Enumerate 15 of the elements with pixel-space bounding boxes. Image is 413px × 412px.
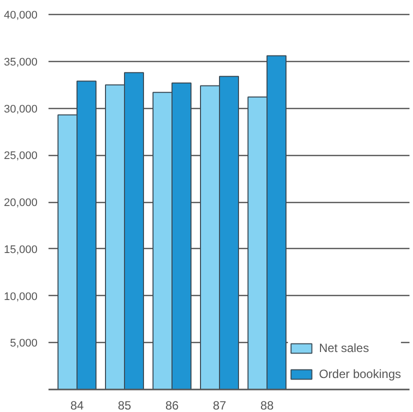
x-tick-label: 85 [118,398,132,412]
y-tick-label: 25,000 [4,150,38,162]
x-tick-label: 84 [70,398,84,412]
x-tick-label: 86 [165,398,179,412]
legend-label: Order bookings [318,367,401,381]
x-tick-label: 88 [260,398,274,412]
y-tick-label: 5,000 [10,338,38,350]
legend-label: Net sales [318,341,369,355]
y-tick-label: 10,000 [4,290,38,303]
y-tick-label: 40,000 [4,10,38,22]
y-tick-label: 30,000 [4,103,38,116]
y-tick-label: 20,000 [4,197,38,209]
y-tick-label: 35,000 [4,56,38,68]
y-tick-label: 15,000 [4,244,38,256]
x-tick-label: 87 [212,398,226,412]
